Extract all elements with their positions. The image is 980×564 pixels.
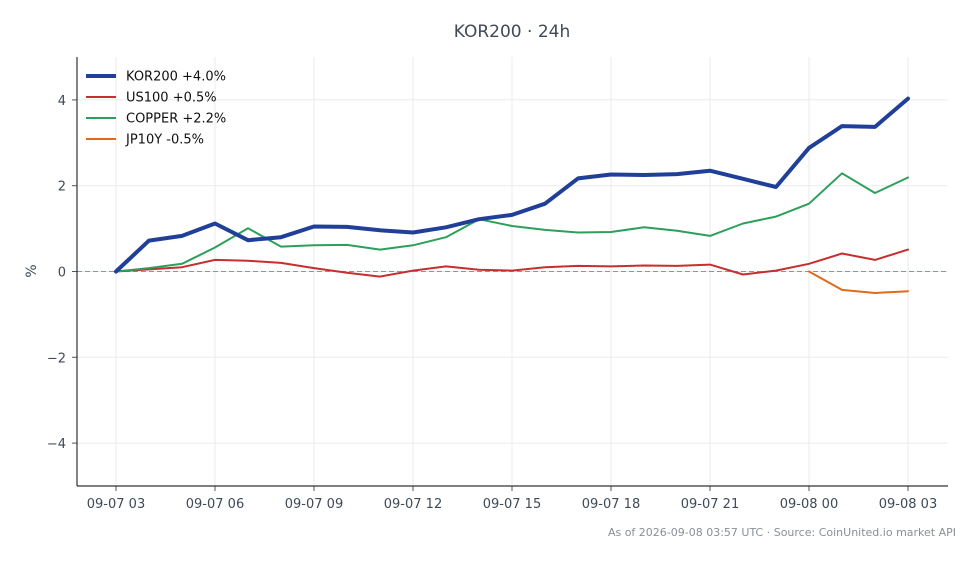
y-tick-label: −4 <box>47 437 66 452</box>
legend: KOR200 +4.0% US100 +0.5% COPPER +2.2% JP10Y… <box>86 70 226 148</box>
series-line-us100 <box>115 248 909 278</box>
series-line-jp10y <box>808 270 909 294</box>
y-tick-label: 2 <box>58 180 66 195</box>
x-tick-label: 09-07 15 <box>483 497 541 512</box>
x-tick-label: 09-07 06 <box>186 497 244 512</box>
x-tick-label: 09-07 09 <box>285 497 343 512</box>
y-tick-label: 0 <box>58 266 66 281</box>
x-tick-label: 09-07 12 <box>384 497 442 512</box>
series-line-copper <box>115 172 909 273</box>
legend-label: COPPER +2.2% <box>126 112 226 127</box>
legend-label: JP10Y -0.5% <box>125 133 204 148</box>
series-line-kor200 <box>114 96 910 274</box>
chart-title: KOR200 · 24h <box>454 22 570 42</box>
y-tick-label: 4 <box>58 94 66 109</box>
y-tick-label: −2 <box>47 351 66 366</box>
x-tick-label: 09-08 03 <box>879 497 937 512</box>
y-axis-label: % <box>24 264 40 277</box>
series-lines <box>114 96 910 294</box>
x-tick-label: 09-07 18 <box>582 497 640 512</box>
x-tick-label: 09-07 21 <box>681 497 739 512</box>
axes <box>72 57 948 491</box>
x-tick-label: 09-07 03 <box>87 497 145 512</box>
legend-label: KOR200 +4.0% <box>126 70 226 85</box>
tick-labels: 09-07 03 09-07 06 09-07 09 09-07 12 09-07 15… <box>47 94 937 512</box>
source-footer: As of 2026-09-08 03:57 UTC · Source: Coi… <box>607 526 956 539</box>
legend-label: US100 +0.5% <box>126 91 217 106</box>
x-tick-label: 09-08 00 <box>780 497 838 512</box>
